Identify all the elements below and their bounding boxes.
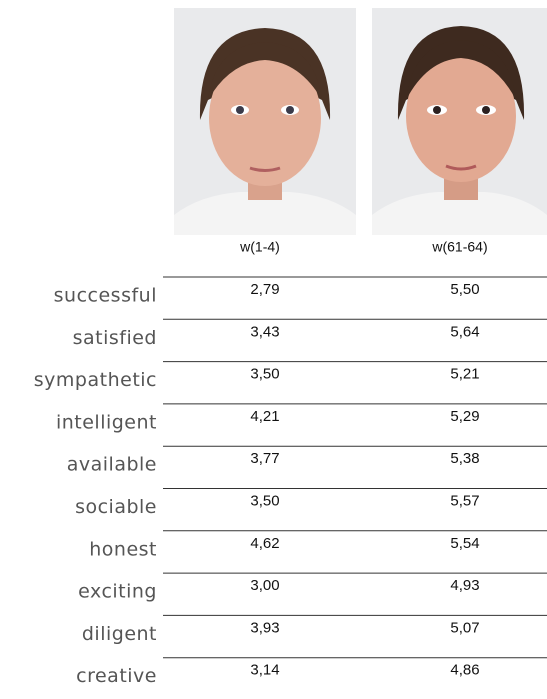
row-label: successful xyxy=(54,285,157,307)
cell-value: 3,77 xyxy=(250,450,279,467)
column-header: w(61-64) xyxy=(431,239,487,255)
row-label: sympathetic xyxy=(34,369,157,391)
row-label: satisfied xyxy=(73,327,157,349)
cell-value: 5,57 xyxy=(450,492,479,509)
cell-value: 3,50 xyxy=(250,366,279,383)
row-label: creative xyxy=(76,665,157,687)
cell-value: 5,50 xyxy=(450,281,479,298)
cell-value: 4,93 xyxy=(450,577,479,594)
cell-value: 5,38 xyxy=(450,450,479,467)
cell-value: 4,21 xyxy=(250,408,279,425)
cell-value: 4,86 xyxy=(450,662,479,679)
cell-value: 5,07 xyxy=(450,619,479,636)
cell-value: 3,00 xyxy=(250,577,279,594)
cell-value: 3,93 xyxy=(250,619,279,636)
cell-value: 2,79 xyxy=(250,281,279,298)
face-photo-left xyxy=(174,8,356,235)
cell-value: 5,21 xyxy=(450,366,479,383)
cell-value: 3,50 xyxy=(250,492,279,509)
cell-value: 3,14 xyxy=(250,662,279,679)
row-label: available xyxy=(67,454,157,476)
row-label: intelligent xyxy=(56,411,157,433)
cell-value: 3,43 xyxy=(250,323,279,340)
cell-value: 5,64 xyxy=(450,323,479,340)
row-label: sociable xyxy=(75,496,157,518)
row-label: exciting xyxy=(78,581,157,603)
cell-value: 4,62 xyxy=(250,535,279,552)
cell-value: 5,54 xyxy=(450,535,479,552)
column-header: w(1-4) xyxy=(239,239,280,255)
row-label: diligent xyxy=(82,623,157,645)
row-label: honest xyxy=(89,538,157,560)
cell-value: 5,29 xyxy=(450,408,479,425)
face-photo-right xyxy=(372,8,547,235)
